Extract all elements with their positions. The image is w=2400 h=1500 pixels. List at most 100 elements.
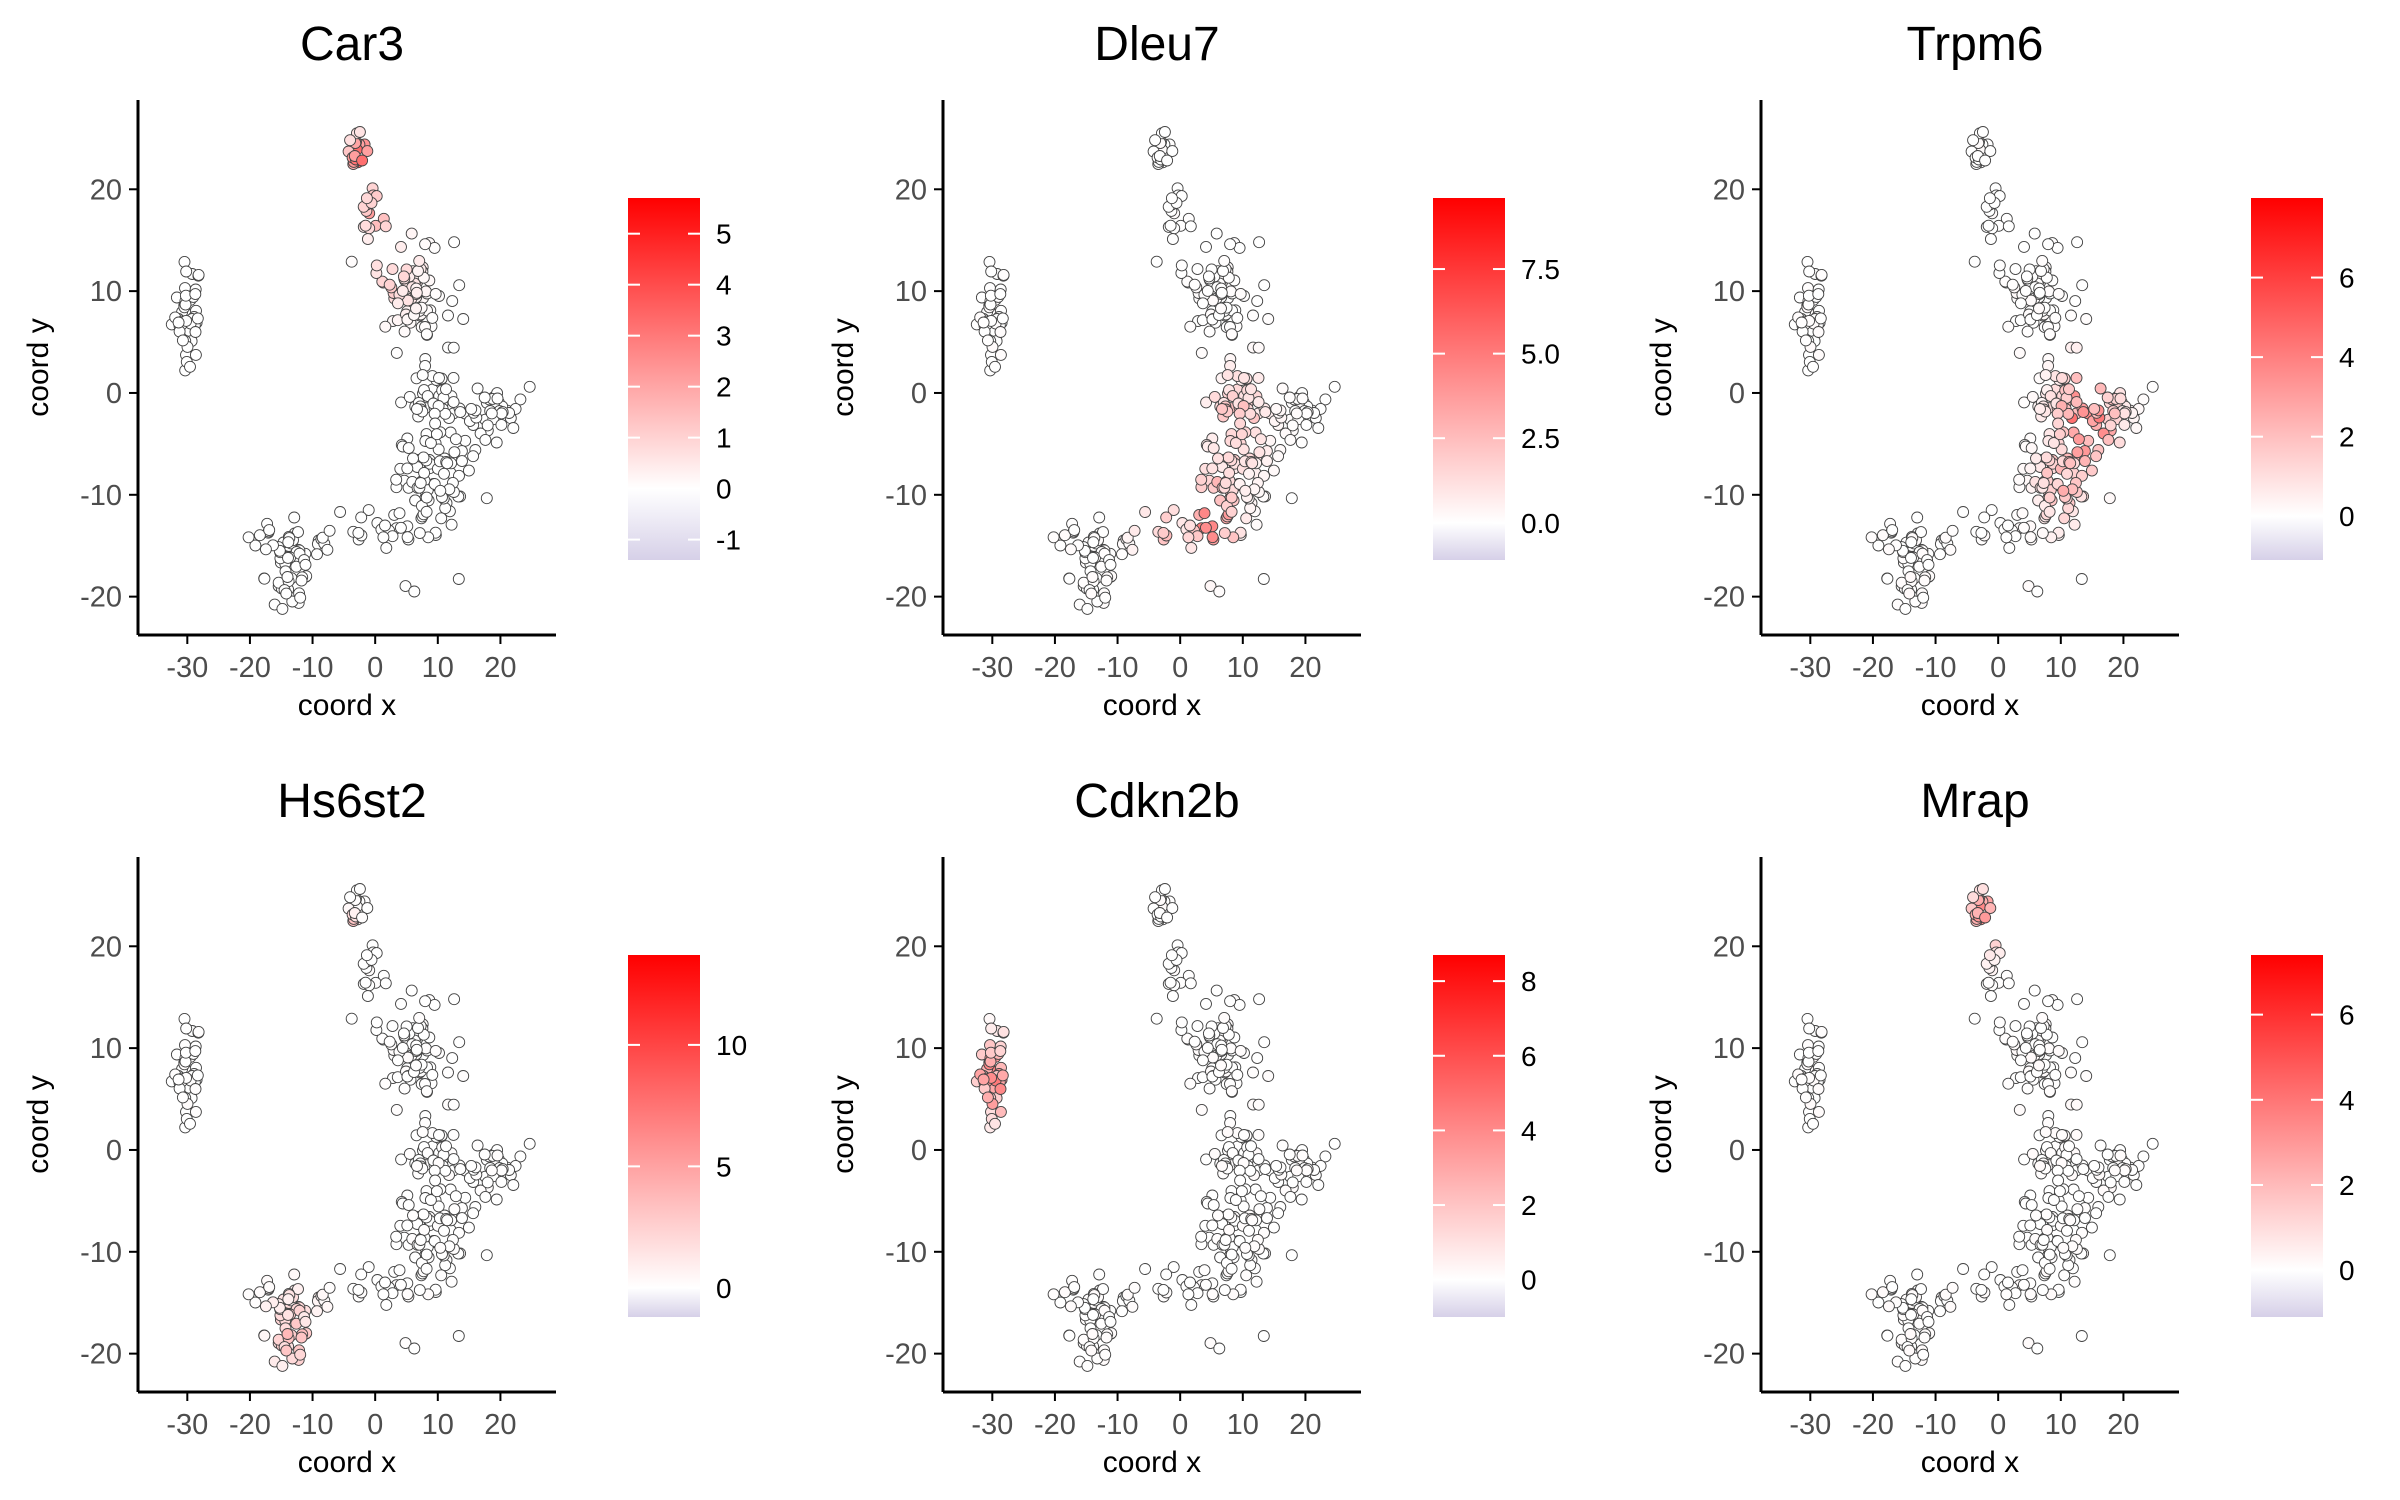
cell-point [1918, 1331, 1931, 1344]
cell-point [2137, 1150, 2150, 1163]
cell-point [440, 1140, 452, 1153]
cell-point [323, 524, 336, 537]
cell-point [997, 1025, 1010, 1038]
cell-point [282, 551, 294, 564]
cell-point [1210, 984, 1223, 997]
cell-point [1184, 519, 1196, 532]
cell-point [413, 527, 426, 540]
y-axis-label: coord y [1645, 1075, 1678, 1173]
cell-point [1100, 574, 1113, 587]
cell-point [1290, 407, 1303, 420]
cell-point [2077, 406, 2090, 419]
cell-point [2020, 270, 2033, 283]
cell-point [189, 1083, 202, 1095]
cell-point [2085, 464, 2098, 477]
cell-point [1286, 419, 1299, 432]
cell-point [2090, 450, 2103, 463]
cell-point [2068, 1275, 2081, 1288]
legend-colorbar [1433, 955, 1505, 1317]
panel-title: Dleu7 [1094, 18, 1219, 71]
cell-point [1258, 279, 1271, 292]
cell-point [1872, 1296, 1885, 1309]
cell-point [362, 504, 375, 517]
cell-point [1246, 1214, 1259, 1227]
cell-point [1081, 602, 1094, 615]
cell-point [413, 1284, 426, 1297]
cell-point [1276, 382, 1289, 395]
cell-point [407, 1209, 419, 1222]
x-tick-label: 20 [484, 652, 516, 684]
cell-point [1934, 548, 1946, 561]
cell-point [2031, 1342, 2044, 1355]
cell-point [1918, 574, 1931, 587]
cell-point [1225, 505, 1238, 518]
cell-point [178, 1012, 191, 1025]
cell-point [1967, 891, 1980, 904]
y-tick-label: -20 [80, 1339, 122, 1371]
cell-point [1267, 1221, 1280, 1234]
cell-point [1975, 526, 1988, 539]
cell-point [2036, 1284, 2049, 1297]
legend-tick-label: 5.0 [1521, 339, 1560, 370]
cell-point [2071, 993, 2084, 1006]
cell-point [428, 407, 441, 420]
cell-point [1296, 1149, 1309, 1162]
cell-point [985, 265, 998, 278]
cell-point [1799, 1091, 1812, 1104]
cell-point [1252, 1128, 1265, 1141]
cell-point [1085, 587, 1098, 600]
cell-point [1201, 284, 1214, 297]
cell-point [1086, 1328, 1099, 1340]
cell-point [1300, 1175, 1313, 1188]
cell-point [2102, 1190, 2115, 1203]
legend-colorbar [628, 955, 700, 1317]
cell-point [2037, 477, 2050, 489]
y-tick-label: 20 [1713, 174, 1745, 206]
cell-point [377, 531, 390, 544]
legend-tick-label: 0.0 [1521, 508, 1560, 539]
cell-point [379, 1077, 392, 1090]
cell-point [180, 1022, 193, 1035]
cell-point [1225, 491, 1238, 504]
cell-point [1312, 422, 1325, 434]
cell-point [1270, 402, 1283, 415]
cell-point [1865, 531, 1878, 544]
cell-point [2070, 396, 2083, 409]
cell-point [360, 192, 373, 205]
cell-point [994, 1083, 1007, 1095]
cell-point [395, 396, 408, 409]
cell-point [1257, 1330, 1270, 1342]
panel-title: Hs6st2 [277, 775, 426, 828]
cell-point [2047, 1194, 2060, 1206]
cell-point [1946, 1281, 1959, 1294]
cell-point [417, 1208, 430, 1221]
cell-point [1252, 1098, 1265, 1111]
cell-point [391, 297, 404, 310]
cell-point [379, 977, 392, 990]
cell-point [1058, 1286, 1071, 1299]
cell-point [2113, 1193, 2126, 1206]
cell-point [2068, 518, 2081, 531]
cell-point [1252, 1153, 1265, 1166]
cell-point [379, 1276, 391, 1289]
cell-point [192, 1025, 205, 1038]
cell-point [1253, 446, 1266, 459]
cell-point [2025, 1199, 2038, 1212]
cell-point [447, 341, 460, 354]
cell-point [2052, 1044, 2065, 1057]
cell-point [438, 467, 450, 480]
cell-point [1218, 254, 1231, 267]
cell-point [418, 1223, 431, 1236]
cell-point [1175, 1016, 1188, 1029]
cell-point [1882, 1300, 1895, 1313]
cell-point [996, 1069, 1009, 1082]
x-tick-label: -20 [1034, 1409, 1076, 1441]
cell-point [334, 506, 347, 518]
x-tick-label: 20 [2107, 652, 2139, 684]
legend-tick-label: 2 [1521, 1190, 1537, 1221]
cell-point [1063, 572, 1076, 585]
cell-point [1247, 309, 1259, 322]
cell-point [412, 1022, 424, 1034]
cell-point [1202, 270, 1215, 283]
